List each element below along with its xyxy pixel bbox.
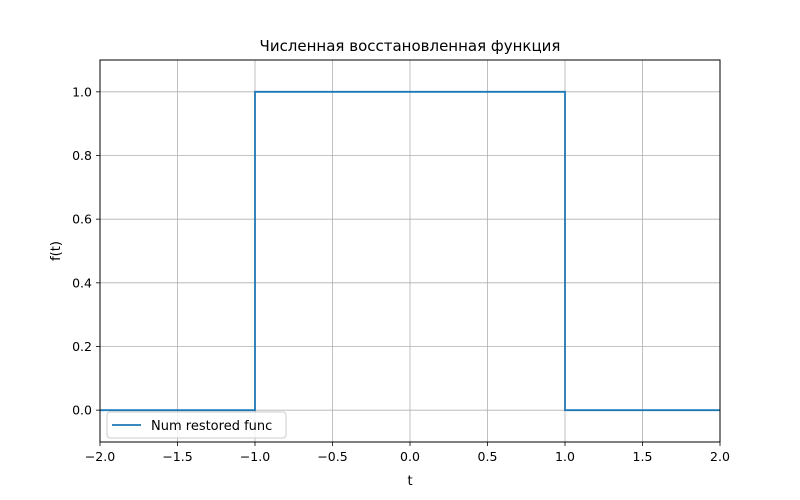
y-tick-label: 0.0 [72,403,92,418]
y-tick-label: 1.0 [72,84,92,99]
y-tick-label: 0.4 [72,275,92,290]
chart-title: Численная восстановленная функция [260,37,561,55]
legend: Num restored func [107,412,286,438]
x-tick-label: 1.0 [555,449,575,464]
x-tick-label: 0.0 [400,449,420,464]
x-tick-label: 0.5 [478,449,498,464]
y-tick-label: 0.6 [72,212,92,227]
x-axis-label: t [407,474,412,489]
x-tick-label: −1.5 [162,449,192,464]
legend-label: Num restored func [151,419,272,434]
x-tick-label: 2.0 [710,449,730,464]
x-tick-label: −1.0 [240,449,270,464]
x-tick-label: −0.5 [317,449,347,464]
y-tick-label: 0.2 [72,339,92,354]
x-tick-label: −2.0 [85,449,115,464]
y-axis-label: f(t) [49,241,64,261]
y-tick-label: 0.8 [72,148,92,163]
x-tick-label: 1.5 [633,449,653,464]
